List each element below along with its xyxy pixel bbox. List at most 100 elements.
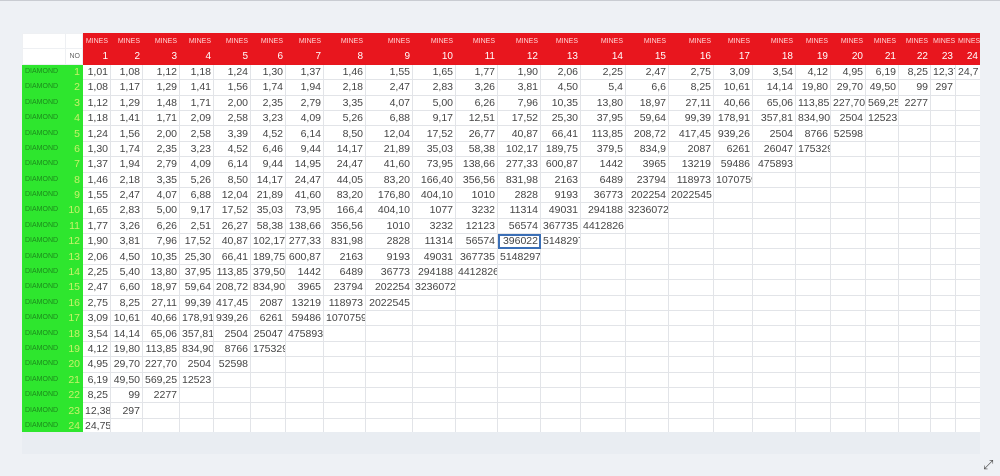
row-number[interactable]: 1 [65, 63, 83, 81]
empty-cell[interactable] [865, 371, 899, 388]
data-cell[interactable]: 356,56 [455, 171, 498, 188]
data-cell[interactable]: 475893 [752, 156, 796, 173]
data-cell[interactable]: 41,60 [365, 156, 413, 173]
data-cell[interactable]: 12523 [865, 109, 899, 127]
row-label[interactable]: DIAMOND [22, 310, 66, 327]
empty-cell[interactable] [830, 279, 866, 296]
empty-cell[interactable] [955, 94, 980, 111]
data-cell[interactable]: 4,07 [365, 94, 413, 111]
empty-cell[interactable] [795, 340, 831, 358]
data-cell[interactable]: 12123 [455, 217, 498, 235]
empty-cell[interactable] [668, 263, 714, 281]
data-cell[interactable]: 65,06 [142, 325, 180, 342]
row-label[interactable]: DIAMOND [22, 156, 66, 173]
row-label[interactable]: DIAMOND [22, 279, 66, 296]
data-cell[interactable]: 83,20 [323, 186, 366, 204]
data-cell[interactable]: 1,18 [179, 63, 214, 81]
empty-cell[interactable] [752, 294, 796, 312]
data-cell[interactable]: 1,29 [110, 94, 143, 111]
row-number[interactable]: 17 [65, 310, 83, 327]
empty-cell[interactable] [179, 417, 214, 432]
empty-cell[interactable] [580, 417, 626, 432]
row-number[interactable]: 19 [65, 340, 83, 358]
data-cell[interactable]: 178,91 [179, 310, 214, 327]
data-cell[interactable]: 6,19 [82, 371, 111, 388]
empty-cell[interactable] [830, 294, 866, 312]
empty-cell[interactable] [625, 386, 669, 404]
empty-cell[interactable] [898, 386, 931, 404]
column-header-label[interactable]: MINES [795, 33, 831, 50]
empty-cell[interactable] [540, 294, 581, 312]
empty-cell[interactable] [713, 294, 753, 312]
data-cell[interactable]: 25,30 [540, 109, 581, 127]
data-cell[interactable]: 25047 [250, 325, 286, 342]
data-cell[interactable]: 8,50 [213, 171, 251, 188]
empty-cell[interactable] [930, 386, 956, 404]
column-header-label[interactable]: MINES [497, 33, 541, 50]
data-cell[interactable]: 5,00 [412, 94, 456, 111]
empty-cell[interactable] [285, 386, 324, 404]
empty-cell[interactable] [898, 217, 931, 235]
empty-cell[interactable] [830, 340, 866, 358]
data-cell[interactable]: 1,24 [82, 125, 111, 142]
data-cell[interactable]: 10,35 [142, 248, 180, 265]
empty-cell[interactable] [455, 371, 498, 388]
data-cell[interactable]: 8,25 [110, 294, 143, 312]
column-header-label[interactable]: MINES [713, 33, 753, 50]
data-cell[interactable]: 41,60 [285, 186, 324, 204]
data-cell[interactable]: 1,37 [285, 63, 324, 81]
empty-cell[interactable] [865, 217, 899, 235]
data-cell[interactable]: 834,9 [625, 140, 669, 158]
column-header-label[interactable]: MINES [323, 33, 366, 50]
empty-cell[interactable] [830, 356, 866, 373]
empty-cell[interactable] [625, 217, 669, 235]
empty-cell[interactable] [213, 417, 251, 432]
column-header-label[interactable]: MINES [179, 33, 214, 50]
data-cell[interactable]: 19,80 [110, 340, 143, 358]
empty-cell[interactable] [752, 371, 796, 388]
corner-cell[interactable] [22, 33, 66, 50]
data-cell[interactable]: 1,37 [82, 156, 111, 173]
row-number[interactable]: 15 [65, 279, 83, 296]
data-cell[interactable]: 58,38 [250, 217, 286, 235]
data-cell[interactable]: 2,47 [82, 279, 111, 296]
empty-cell[interactable] [752, 279, 796, 296]
data-cell[interactable]: 202254 [625, 186, 669, 204]
empty-cell[interactable] [625, 294, 669, 312]
empty-cell[interactable] [540, 386, 581, 404]
empty-cell[interactable] [497, 263, 541, 281]
empty-cell[interactable] [930, 294, 956, 312]
data-cell[interactable]: 2504 [752, 125, 796, 142]
column-header-label[interactable]: MINES [898, 33, 931, 50]
empty-cell[interactable] [455, 279, 498, 296]
row-label[interactable]: DIAMOND [22, 386, 66, 404]
empty-cell[interactable] [955, 402, 980, 419]
data-cell[interactable]: 49031 [412, 248, 456, 265]
empty-cell[interactable] [830, 371, 866, 388]
column-header-label[interactable]: MINES [365, 33, 413, 50]
empty-cell[interactable] [412, 356, 456, 373]
empty-cell[interactable] [540, 340, 581, 358]
empty-cell[interactable] [668, 217, 714, 235]
empty-cell[interactable] [830, 310, 866, 327]
data-cell[interactable]: 166,4 [323, 202, 366, 219]
empty-cell[interactable] [455, 310, 498, 327]
column-header-label[interactable]: MINES [830, 33, 866, 50]
empty-cell[interactable] [540, 402, 581, 419]
data-cell[interactable]: 66,41 [213, 248, 251, 265]
empty-cell[interactable] [668, 356, 714, 373]
empty-cell[interactable] [930, 371, 956, 388]
empty-cell[interactable] [713, 417, 753, 432]
row-label[interactable]: DIAMOND [22, 325, 66, 342]
data-cell[interactable]: 8,25 [898, 63, 931, 81]
empty-cell[interactable] [955, 371, 980, 388]
empty-cell[interactable] [285, 417, 324, 432]
data-cell[interactable]: 1,17 [110, 79, 143, 96]
data-cell[interactable]: 138,66 [455, 156, 498, 173]
empty-cell[interactable] [179, 386, 214, 404]
data-cell[interactable]: 12,51 [455, 109, 498, 127]
data-cell[interactable]: 59486 [285, 310, 324, 327]
data-cell[interactable]: 202254 [365, 279, 413, 296]
empty-cell[interactable] [830, 202, 866, 219]
row-label[interactable]: DIAMOND [22, 217, 66, 235]
